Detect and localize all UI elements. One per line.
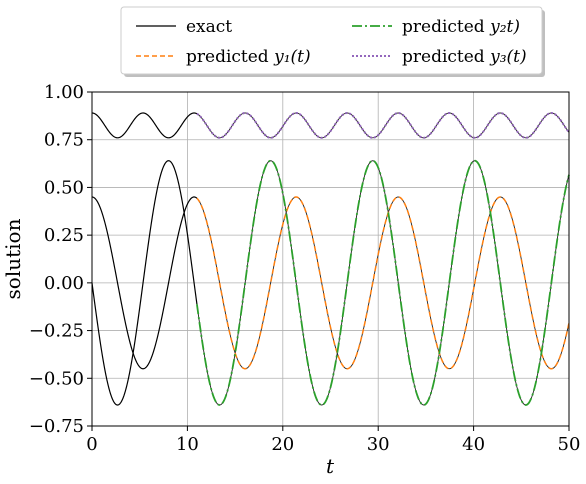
legend-label-y3: predicted y₃(t) bbox=[402, 47, 527, 67]
series-layer bbox=[91, 111, 570, 406]
y-tick-label: 1.00 bbox=[44, 82, 84, 103]
y-tick-label: −0.25 bbox=[29, 321, 84, 342]
x-tick-label: 10 bbox=[176, 434, 199, 455]
y-tick-label: 0.75 bbox=[44, 130, 84, 151]
y-axis-title: solution bbox=[1, 218, 25, 299]
x-tick-label: 50 bbox=[558, 434, 581, 455]
plot-background bbox=[92, 92, 569, 426]
y-tick-label: 0.25 bbox=[44, 225, 84, 246]
legend-item-y2: predicted y₂t) bbox=[352, 17, 520, 37]
legend-item-y1: predicted y₁(t) bbox=[136, 47, 311, 67]
ticks: 0 10 20 30 40 50 −0.75 −0.50 −0.25 0.00 0.25 0.50 0.… bbox=[29, 82, 581, 455]
x-tick-label: 20 bbox=[271, 434, 294, 455]
legend-label-y1: predicted y₁(t) bbox=[186, 47, 311, 67]
x-tick-label: 0 bbox=[86, 434, 97, 455]
y-tick-label: −0.75 bbox=[29, 416, 84, 437]
x-tick-label: 30 bbox=[367, 434, 390, 455]
predicted-y2-line bbox=[196, 159, 570, 406]
legend-item-y3: predicted y₃(t) bbox=[352, 47, 527, 67]
plot-frame bbox=[91, 91, 570, 427]
x-axis-title: t bbox=[326, 454, 335, 478]
x-tick-label: 40 bbox=[462, 434, 485, 455]
y-tick-label: 0.50 bbox=[44, 177, 84, 198]
legend-label-y2: predicted y₂t) bbox=[402, 17, 520, 37]
legend-frame bbox=[120, 6, 543, 75]
predicted-y3-line bbox=[196, 111, 570, 139]
y-tick-label: −0.50 bbox=[29, 368, 84, 389]
predicted-y1-line bbox=[196, 196, 570, 370]
exact-y2-line bbox=[91, 160, 198, 406]
y-tick-label: 0.00 bbox=[44, 273, 84, 294]
exact-y1-line bbox=[91, 196, 198, 370]
plot-area: 0 10 20 30 40 50 −0.75 −0.50 −0.25 0.00 0.25 0.50 0.… bbox=[29, 82, 581, 455]
legend: exact predicted y₂t) predicted y₁(t) predic… bbox=[120, 6, 545, 77]
legend-label-exact: exact bbox=[186, 17, 232, 37]
exact-y3-line bbox=[91, 112, 198, 139]
legend-item-exact: exact bbox=[136, 17, 232, 37]
